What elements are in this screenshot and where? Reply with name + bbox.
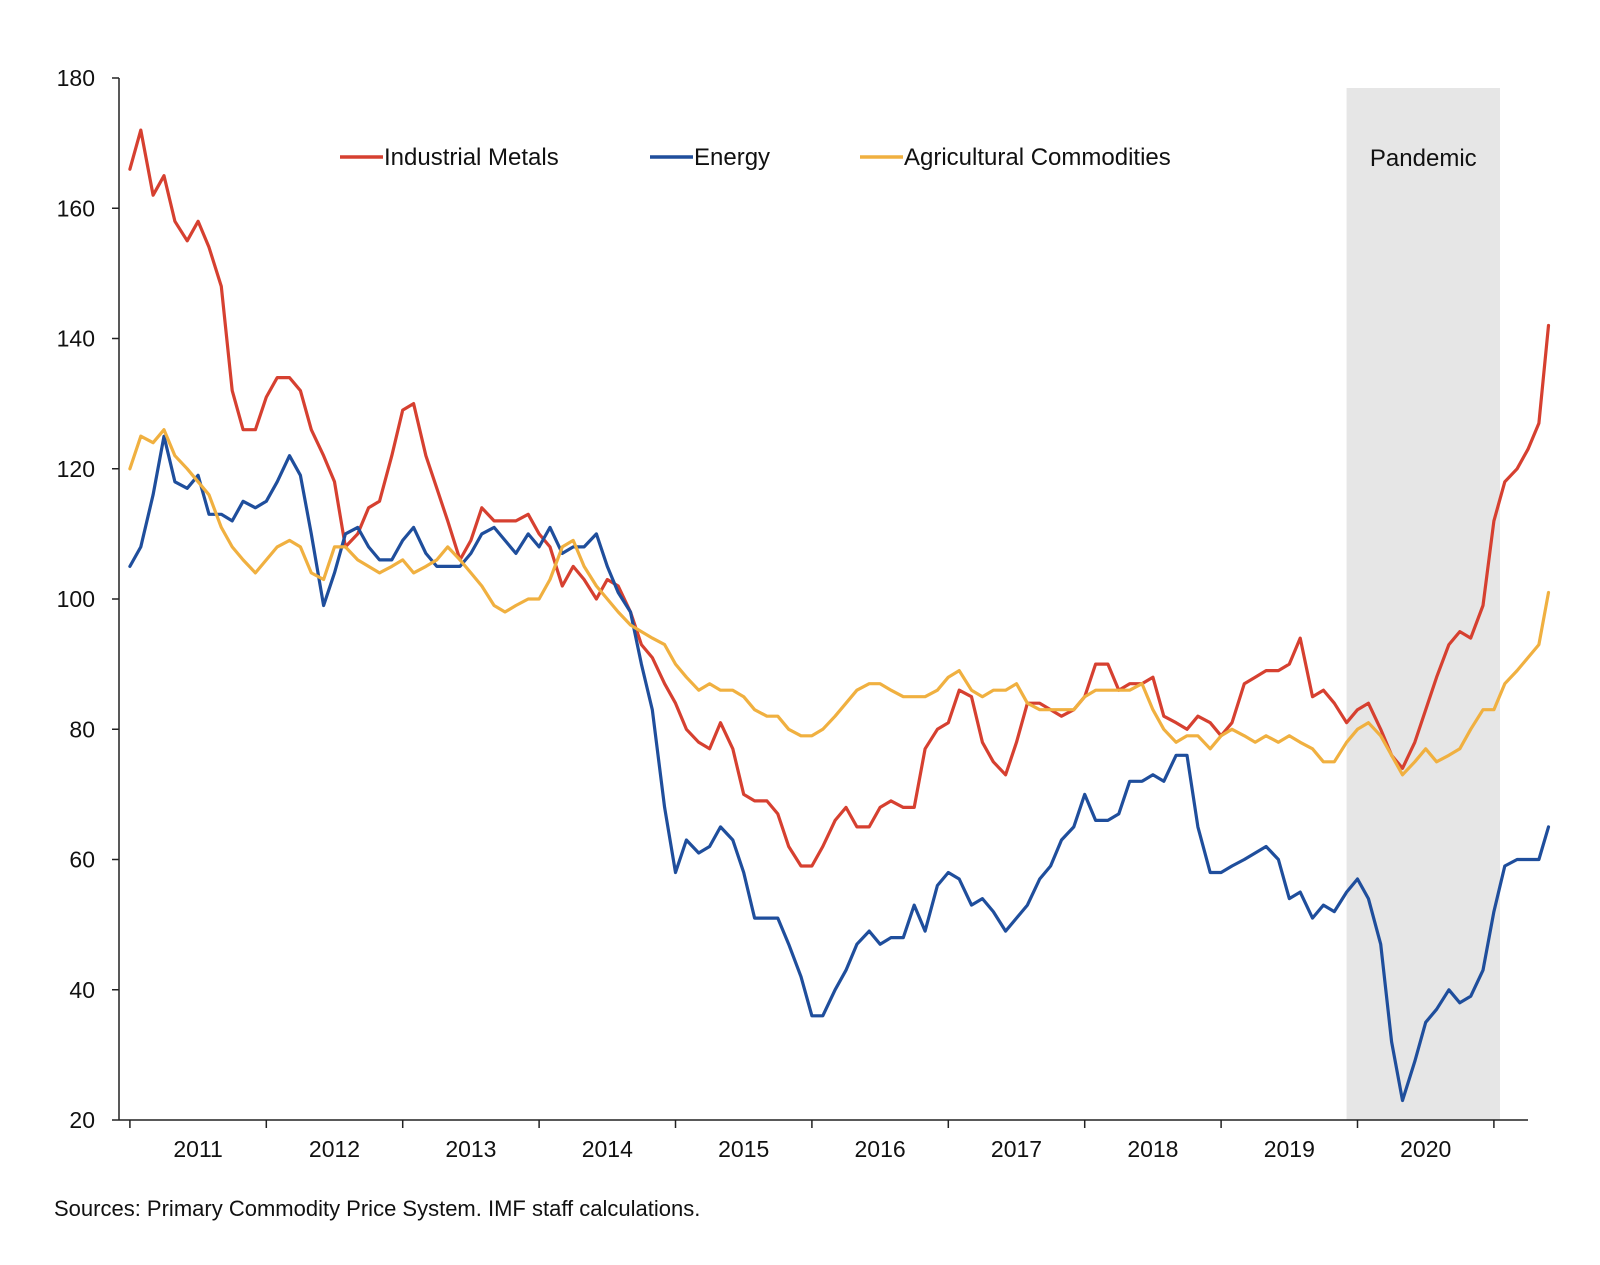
x-tick-label: 2017 [991,1136,1042,1162]
x-tick-label: 2015 [718,1136,769,1162]
y-tick-label: 80 [69,716,95,742]
x-tick-label: 2018 [1127,1136,1178,1162]
source-note: Sources: Primary Commodity Price System.… [54,1196,701,1221]
y-tick-label: 160 [57,195,95,221]
y-tick-label: 100 [57,586,95,612]
y-tick-label: 40 [69,977,95,1003]
x-tick-label: 2013 [445,1136,496,1162]
agricultural-commodities-line [128,428,1551,777]
x-tick-label: 2016 [855,1136,906,1162]
series-lines [128,128,1551,1103]
x-tick-label: 2012 [309,1136,360,1162]
x-tick-label: 2011 [173,1136,222,1162]
legend-label-energy: Energy [694,144,770,171]
energy-line [128,434,1551,1103]
y-tick-label: 20 [69,1107,95,1133]
legend-label-agricultural-commodities: Agricultural Commodities [904,144,1171,171]
legend-label-industrial-metals: Industrial Metals [384,144,559,171]
y-tick-label: 140 [57,326,95,352]
x-tick-label: 2020 [1400,1136,1451,1162]
pandemic-shade [1346,88,1500,1120]
x-tick-label: 2014 [582,1136,633,1162]
y-tick-label: 180 [57,65,95,91]
y-tick-label: 60 [69,847,95,873]
pandemic-shade-group: Pandemic [1346,88,1500,1120]
x-tick-label: 2019 [1264,1136,1315,1162]
axes: 20 40 60 80 100 120 140 160 180 2011 2012 2013 2014 2… [57,65,1528,1162]
industrial-metals-line [128,128,1551,868]
legend: Industrial Metals Energy Agricultural Comm… [340,144,1171,171]
pandemic-label: Pandemic [1370,145,1477,172]
y-tick-label: 120 [57,456,95,482]
